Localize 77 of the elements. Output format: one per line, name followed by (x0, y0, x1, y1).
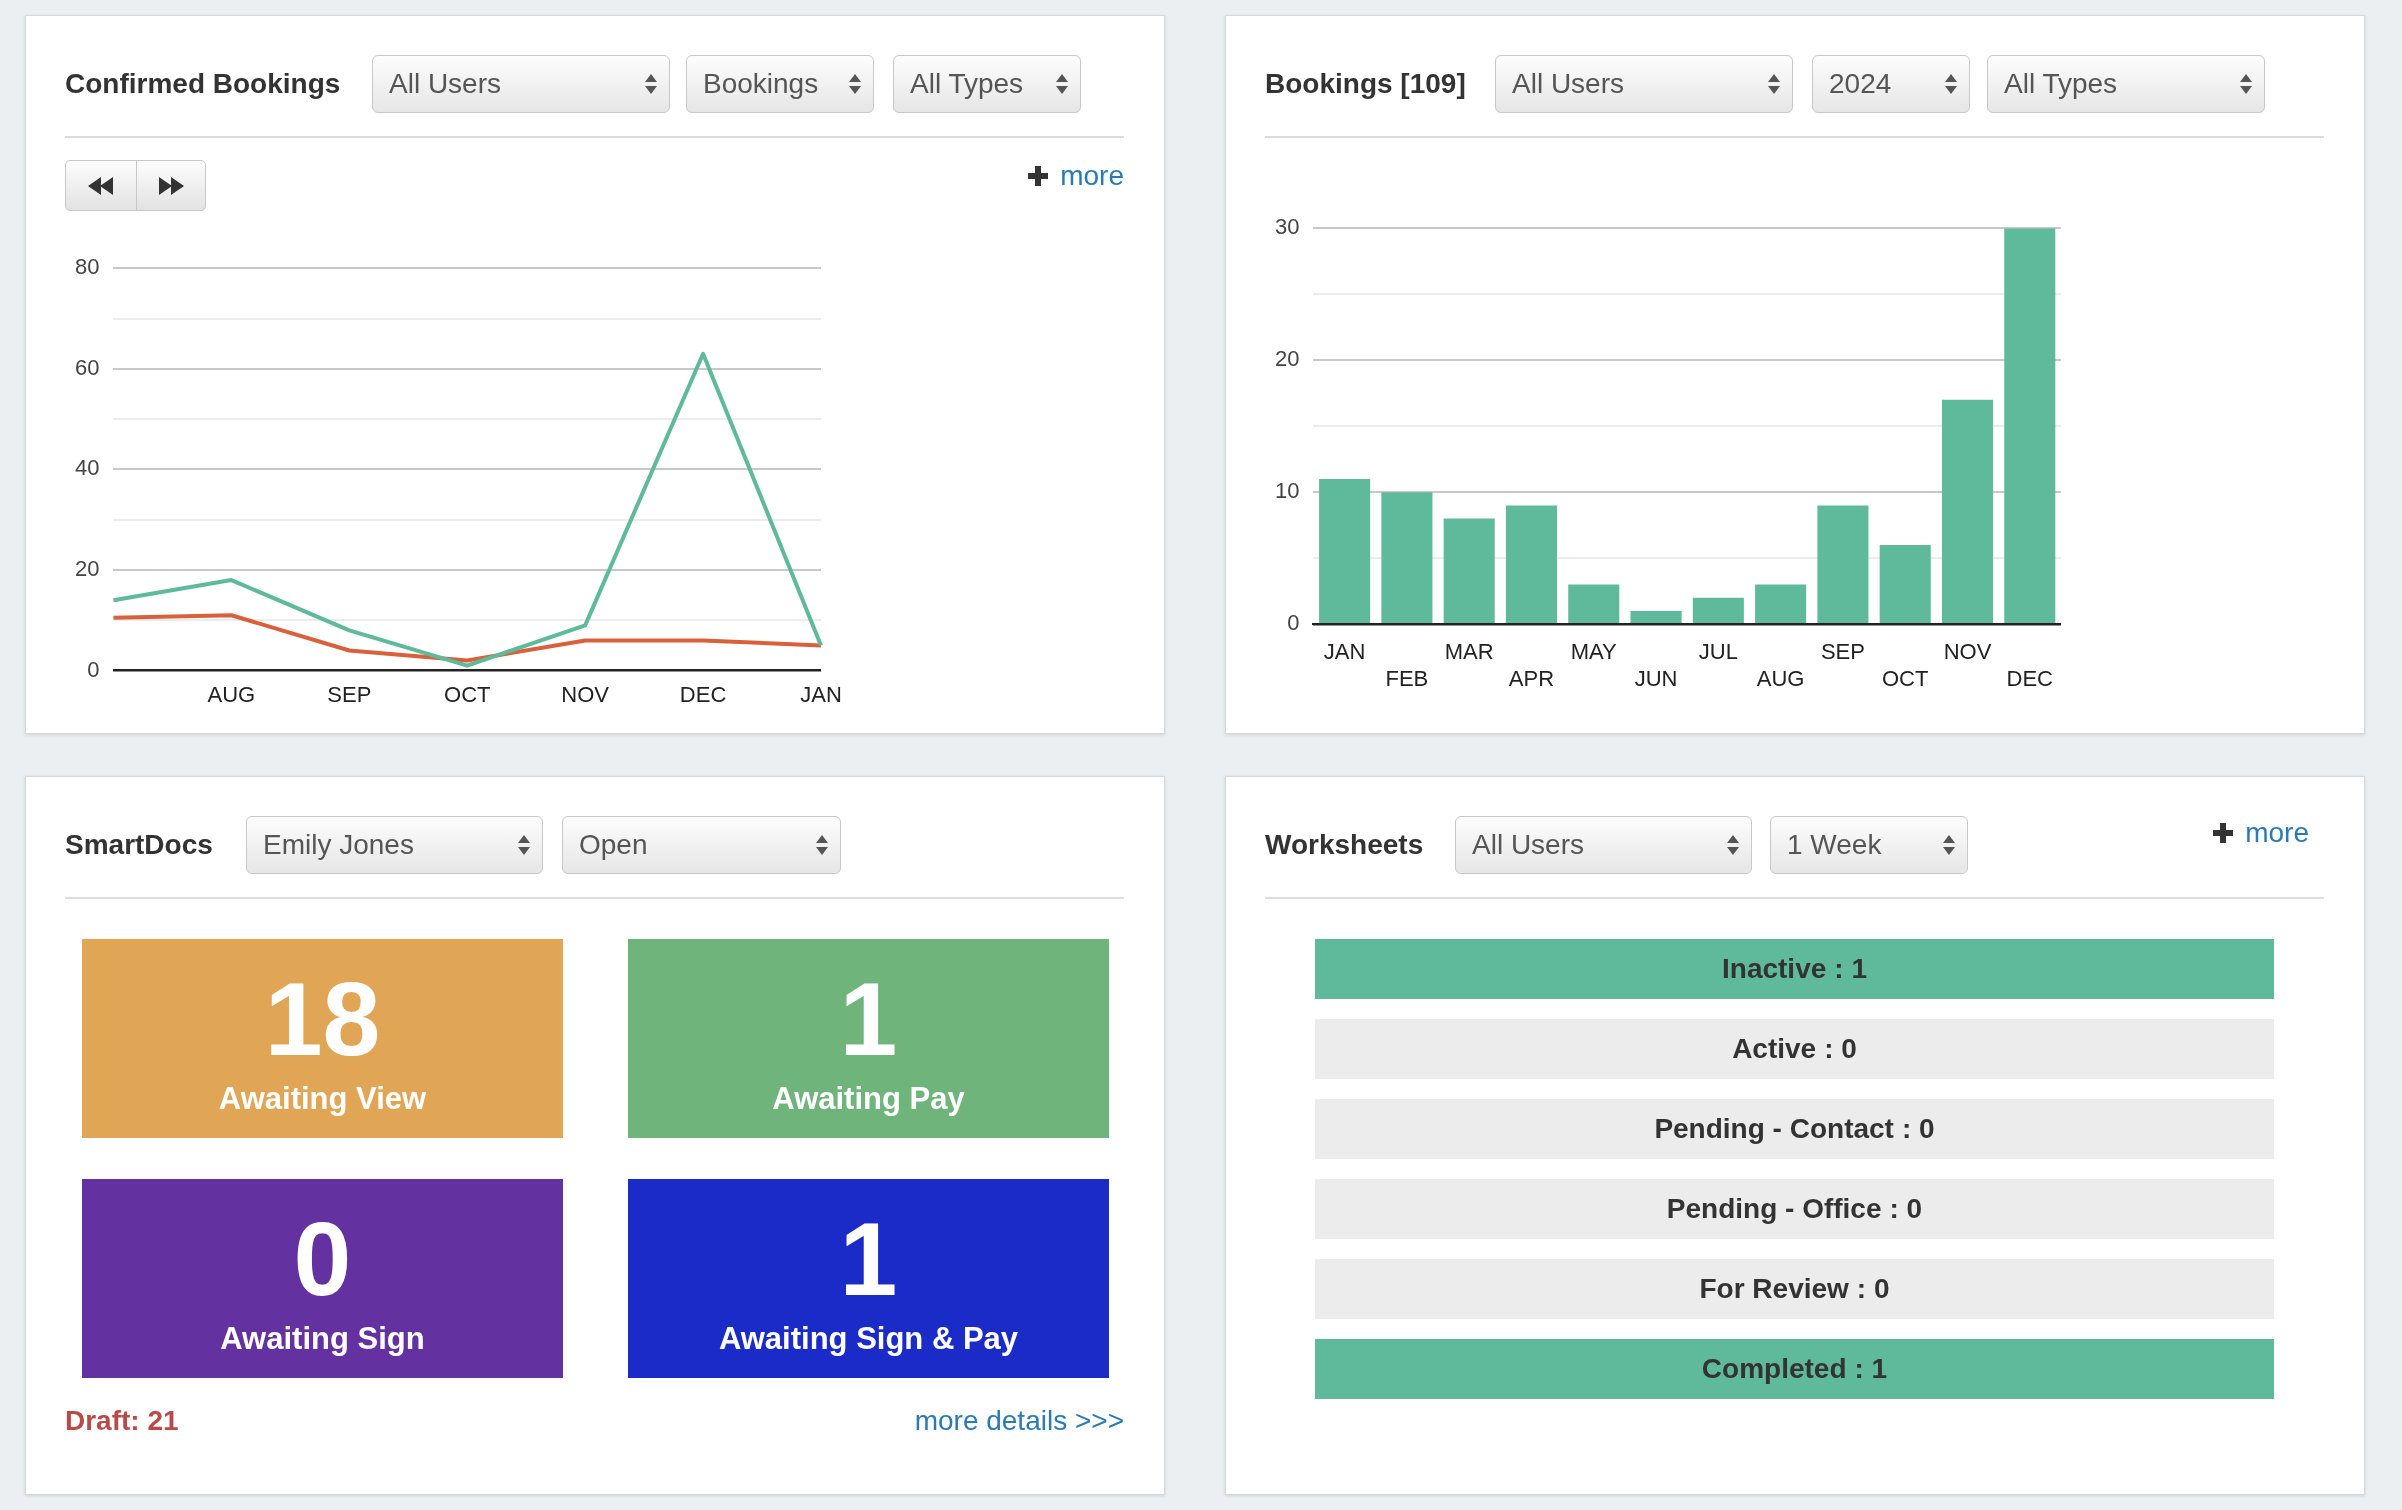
category-label: Awaiting Sign & Pay (718, 1321, 1019, 1356)
category-label: Awaiting View (218, 1081, 427, 1116)
bar (1879, 545, 1931, 623)
x-tick-label: MAY (1570, 639, 1618, 665)
bar (1630, 611, 1682, 623)
y-tick-label: 40 (74, 455, 100, 481)
category-label: Completed (1701, 1353, 1847, 1385)
dropdown: All Users (1495, 55, 1793, 113)
y-tick-label: 20 (1274, 346, 1300, 372)
data-label: 0 (292, 1200, 353, 1317)
text: : 1 (1854, 1353, 1888, 1384)
category-label: Inactive (1722, 953, 1827, 985)
text: Worksheets (1265, 829, 1424, 861)
dropdown: Open (562, 816, 841, 874)
y-tick-label: 0 (1287, 610, 1300, 636)
data-label: 18 (263, 960, 382, 1077)
x-tick-label: JUL (1698, 639, 1738, 665)
bar (1817, 505, 1869, 623)
x-tick-label: NOV (561, 681, 610, 707)
text: : 0 (1889, 1193, 1923, 1224)
bar (1381, 492, 1433, 623)
category-label: For Review (1699, 1273, 1849, 1305)
category-label: Awaiting Sign (220, 1321, 425, 1356)
category-label: Pending - Office (1666, 1193, 1882, 1225)
text: : 0 (1824, 1033, 1857, 1064)
x-tick-label: JAN (1323, 639, 1366, 665)
bar (1941, 399, 1994, 623)
dropdown: Bookings (686, 55, 874, 113)
bar (1692, 597, 1744, 623)
x-tick-label: SEP (327, 681, 372, 707)
x-tick-label: OCT (1881, 665, 1929, 691)
chart-title: Bookings [109] (1265, 68, 1466, 100)
text: : 0 (1856, 1273, 1890, 1304)
dropdown: Emily Jones (246, 816, 543, 874)
y-tick-label: 0 (87, 656, 100, 682)
bar (1755, 584, 1807, 623)
dropdown: 2024 (1812, 55, 1970, 113)
dropdown: All Types (1987, 55, 2265, 113)
dropdown: All Types (893, 55, 1081, 113)
bar (1568, 584, 1620, 623)
y-tick-label: 80 (74, 254, 100, 280)
category-label: Pending - Contact (1654, 1113, 1894, 1145)
y-tick-label: 20 (74, 556, 100, 582)
y-tick-label: 10 (1274, 478, 1300, 504)
y-tick-label: 60 (74, 354, 100, 380)
y-tick-label: 30 (1274, 214, 1300, 240)
text: : 0 (1901, 1113, 1935, 1144)
x-tick-label: NOV (1943, 639, 1992, 665)
bar (1319, 479, 1371, 623)
text: : 1 (1834, 953, 1867, 984)
text: more (1060, 160, 1124, 191)
category-label: Active (1732, 1033, 1817, 1065)
data-label: 1 (838, 1200, 899, 1317)
x-tick-label: FEB (1385, 665, 1429, 691)
x-tick-label: MAR (1444, 639, 1494, 665)
x-tick-label: DEC (2006, 665, 2054, 691)
data-label: 1 (838, 960, 899, 1077)
x-tick-label: AUG (207, 681, 256, 707)
category-label: Awaiting Pay (772, 1081, 965, 1116)
text: SmartDocs (65, 829, 213, 861)
dropdown: 1 Week (1770, 816, 1968, 874)
dropdown: All Users (1455, 816, 1752, 874)
bar (1443, 518, 1495, 623)
text: more details >>> (914, 1405, 1124, 1437)
x-tick-label: DEC (679, 681, 727, 707)
chart-title: Confirmed Bookings (65, 68, 341, 100)
bar (2004, 228, 2056, 623)
dropdown: All Users (372, 55, 670, 113)
text: more (2245, 817, 2309, 848)
text: Draft: 21 (65, 1405, 179, 1437)
x-tick-label: APR (1508, 665, 1555, 691)
x-tick-label: JAN (800, 681, 842, 707)
x-tick-label: OCT (444, 681, 491, 707)
x-tick-label: AUG (1756, 665, 1805, 691)
x-tick-label: SEP (1820, 639, 1865, 665)
x-tick-label: JUN (1634, 665, 1678, 691)
bar (1505, 505, 1558, 623)
